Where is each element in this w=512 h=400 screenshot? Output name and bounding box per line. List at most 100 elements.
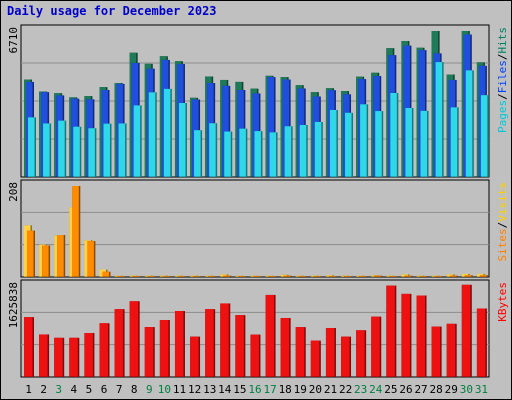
- bar-sites-day-16-face: [253, 276, 260, 277]
- bar-kbytes-day-25-face: [386, 285, 395, 377]
- bar-pages-day-20: [314, 121, 323, 177]
- x-tick-label-day-24: 24: [369, 383, 383, 396]
- bar-pages-day-24: [375, 111, 384, 177]
- bar-pages-day-20-face: [314, 121, 322, 177]
- bar-kbytes-day-9-face: [144, 327, 154, 377]
- bar-pages-day-29: [450, 107, 459, 177]
- bar-kbytes-day-10-face: [159, 320, 169, 377]
- bar-visits-day-17-face: [265, 275, 273, 277]
- bar-kbytes-day-11: [174, 311, 185, 377]
- bar-kbytes-day-11-face: [174, 311, 184, 377]
- bar-pages-day-27-face: [420, 110, 428, 177]
- bar-pages-day-14: [224, 131, 233, 177]
- bar-kbytes-day-7: [114, 309, 125, 377]
- bar-visits-day-25-face: [386, 275, 393, 277]
- bar-pages-day-10: [163, 88, 172, 177]
- bar-kbytes-day-22-face: [341, 336, 350, 377]
- bar-pages-day-9: [148, 92, 157, 177]
- bar-sites-day-14: [223, 275, 232, 277]
- bar-sites-day-3: [57, 235, 66, 277]
- bar-kbytes-day-14-face: [220, 303, 229, 377]
- x-tick-label-day-20: 20: [309, 383, 322, 396]
- bar-pages-day-23: [360, 104, 369, 177]
- bar-visits-day-29-face: [446, 274, 454, 277]
- bar-sites-day-6-face: [102, 271, 109, 277]
- bar-kbytes-day-5: [84, 333, 95, 377]
- x-tick-label-day-22: 22: [339, 383, 352, 396]
- bar-kbytes-day-29-face: [446, 323, 456, 377]
- x-tick-label-day-7: 7: [116, 383, 123, 396]
- bar-kbytes-day-10: [159, 320, 170, 377]
- bar-pages-day-28: [435, 62, 444, 177]
- bar-sites-day-16: [253, 276, 262, 277]
- bar-pages-day-18: [284, 126, 293, 177]
- bar-sites-day-19: [298, 276, 307, 277]
- bar-pages-day-8: [133, 105, 142, 177]
- bar-kbytes-day-17-face: [265, 294, 275, 377]
- plot-area-visits-sites: [20, 179, 490, 278]
- bar-sites-day-30: [464, 275, 473, 277]
- bar-sites-day-27: [419, 276, 428, 277]
- bar-pages-day-12: [194, 130, 203, 177]
- bar-sites-day-21-face: [328, 276, 336, 277]
- bar-sites-day-17-face: [268, 276, 276, 277]
- bar-pages-day-22: [345, 112, 354, 177]
- bar-kbytes-day-4-face: [69, 337, 78, 377]
- x-tick-label-day-14: 14: [218, 383, 232, 396]
- bar-pages-day-16: [254, 131, 263, 177]
- bar-sites-day-22-face: [344, 276, 351, 277]
- y-axis-title-visits-sites: Sites/Visits: [496, 182, 509, 262]
- bar-sites-day-7-face: [117, 276, 125, 277]
- bar-visits-day-28-face: [431, 275, 439, 277]
- bar-sites-day-7: [117, 276, 126, 277]
- bar-kbytes-day-22: [341, 336, 352, 377]
- bar-visits-day-11-face: [174, 275, 182, 277]
- bar-pages-day-26: [405, 108, 414, 177]
- bar-kbytes-day-17: [265, 294, 276, 377]
- x-tick-label-day-29: 29: [445, 383, 458, 396]
- bar-pages-day-21: [329, 109, 338, 177]
- bar-kbytes-day-30-face: [461, 284, 471, 377]
- bar-sites-day-1-face: [27, 230, 34, 277]
- bar-sites-day-12: [193, 276, 202, 277]
- bar-kbytes-day-24-face: [371, 316, 380, 377]
- y-axis-title-part: /: [496, 222, 509, 229]
- bar-kbytes-day-14: [220, 303, 231, 377]
- bar-sites-day-15: [238, 276, 247, 277]
- bar-pages-day-5: [88, 128, 97, 177]
- bar-pages-day-30: [465, 70, 474, 177]
- bar-sites-day-28-face: [434, 276, 442, 277]
- bar-sites-day-25: [389, 276, 398, 277]
- bar-sites-day-20: [313, 276, 322, 277]
- bar-pages-day-19: [299, 124, 308, 177]
- bar-kbytes-day-25: [386, 285, 397, 377]
- bar-sites-day-21: [328, 276, 337, 277]
- bar-visits-day-21-face: [325, 275, 333, 277]
- x-tick-label-day-6: 6: [101, 383, 108, 396]
- bar-sites-day-18-face: [283, 275, 291, 277]
- bar-pages-day-15: [239, 128, 248, 177]
- bar-pages-day-4-face: [73, 126, 80, 177]
- bar-pages-day-29-face: [450, 107, 458, 177]
- bar-visits-day-15-face: [235, 275, 242, 277]
- x-tick-label-day-31: 31: [475, 383, 488, 396]
- bar-visits-day-30-face: [461, 273, 469, 277]
- bar-pages-day-2-face: [43, 123, 50, 177]
- bar-visits-day-23-face: [356, 275, 363, 277]
- bar-visits-day-22-face: [341, 275, 348, 277]
- bar-visits-day-7-face: [114, 275, 122, 277]
- bar-kbytes-day-16-face: [250, 334, 259, 377]
- bar-sites-day-17: [268, 276, 277, 277]
- bar-pages-day-27: [420, 110, 429, 177]
- bar-kbytes-day-3-face: [54, 337, 63, 377]
- bar-pages-day-1-face: [28, 117, 35, 177]
- bar-sites-day-30-face: [464, 275, 472, 277]
- bar-kbytes-day-18: [280, 318, 291, 377]
- bar-sites-day-4-face: [72, 186, 79, 277]
- bar-files-day-17-face: [267, 77, 275, 177]
- bar-pages-day-2: [43, 123, 52, 177]
- x-tick-label-day-4: 4: [71, 383, 78, 396]
- bar-sites-day-23: [359, 276, 368, 277]
- bar-pages-day-16-face: [254, 131, 261, 177]
